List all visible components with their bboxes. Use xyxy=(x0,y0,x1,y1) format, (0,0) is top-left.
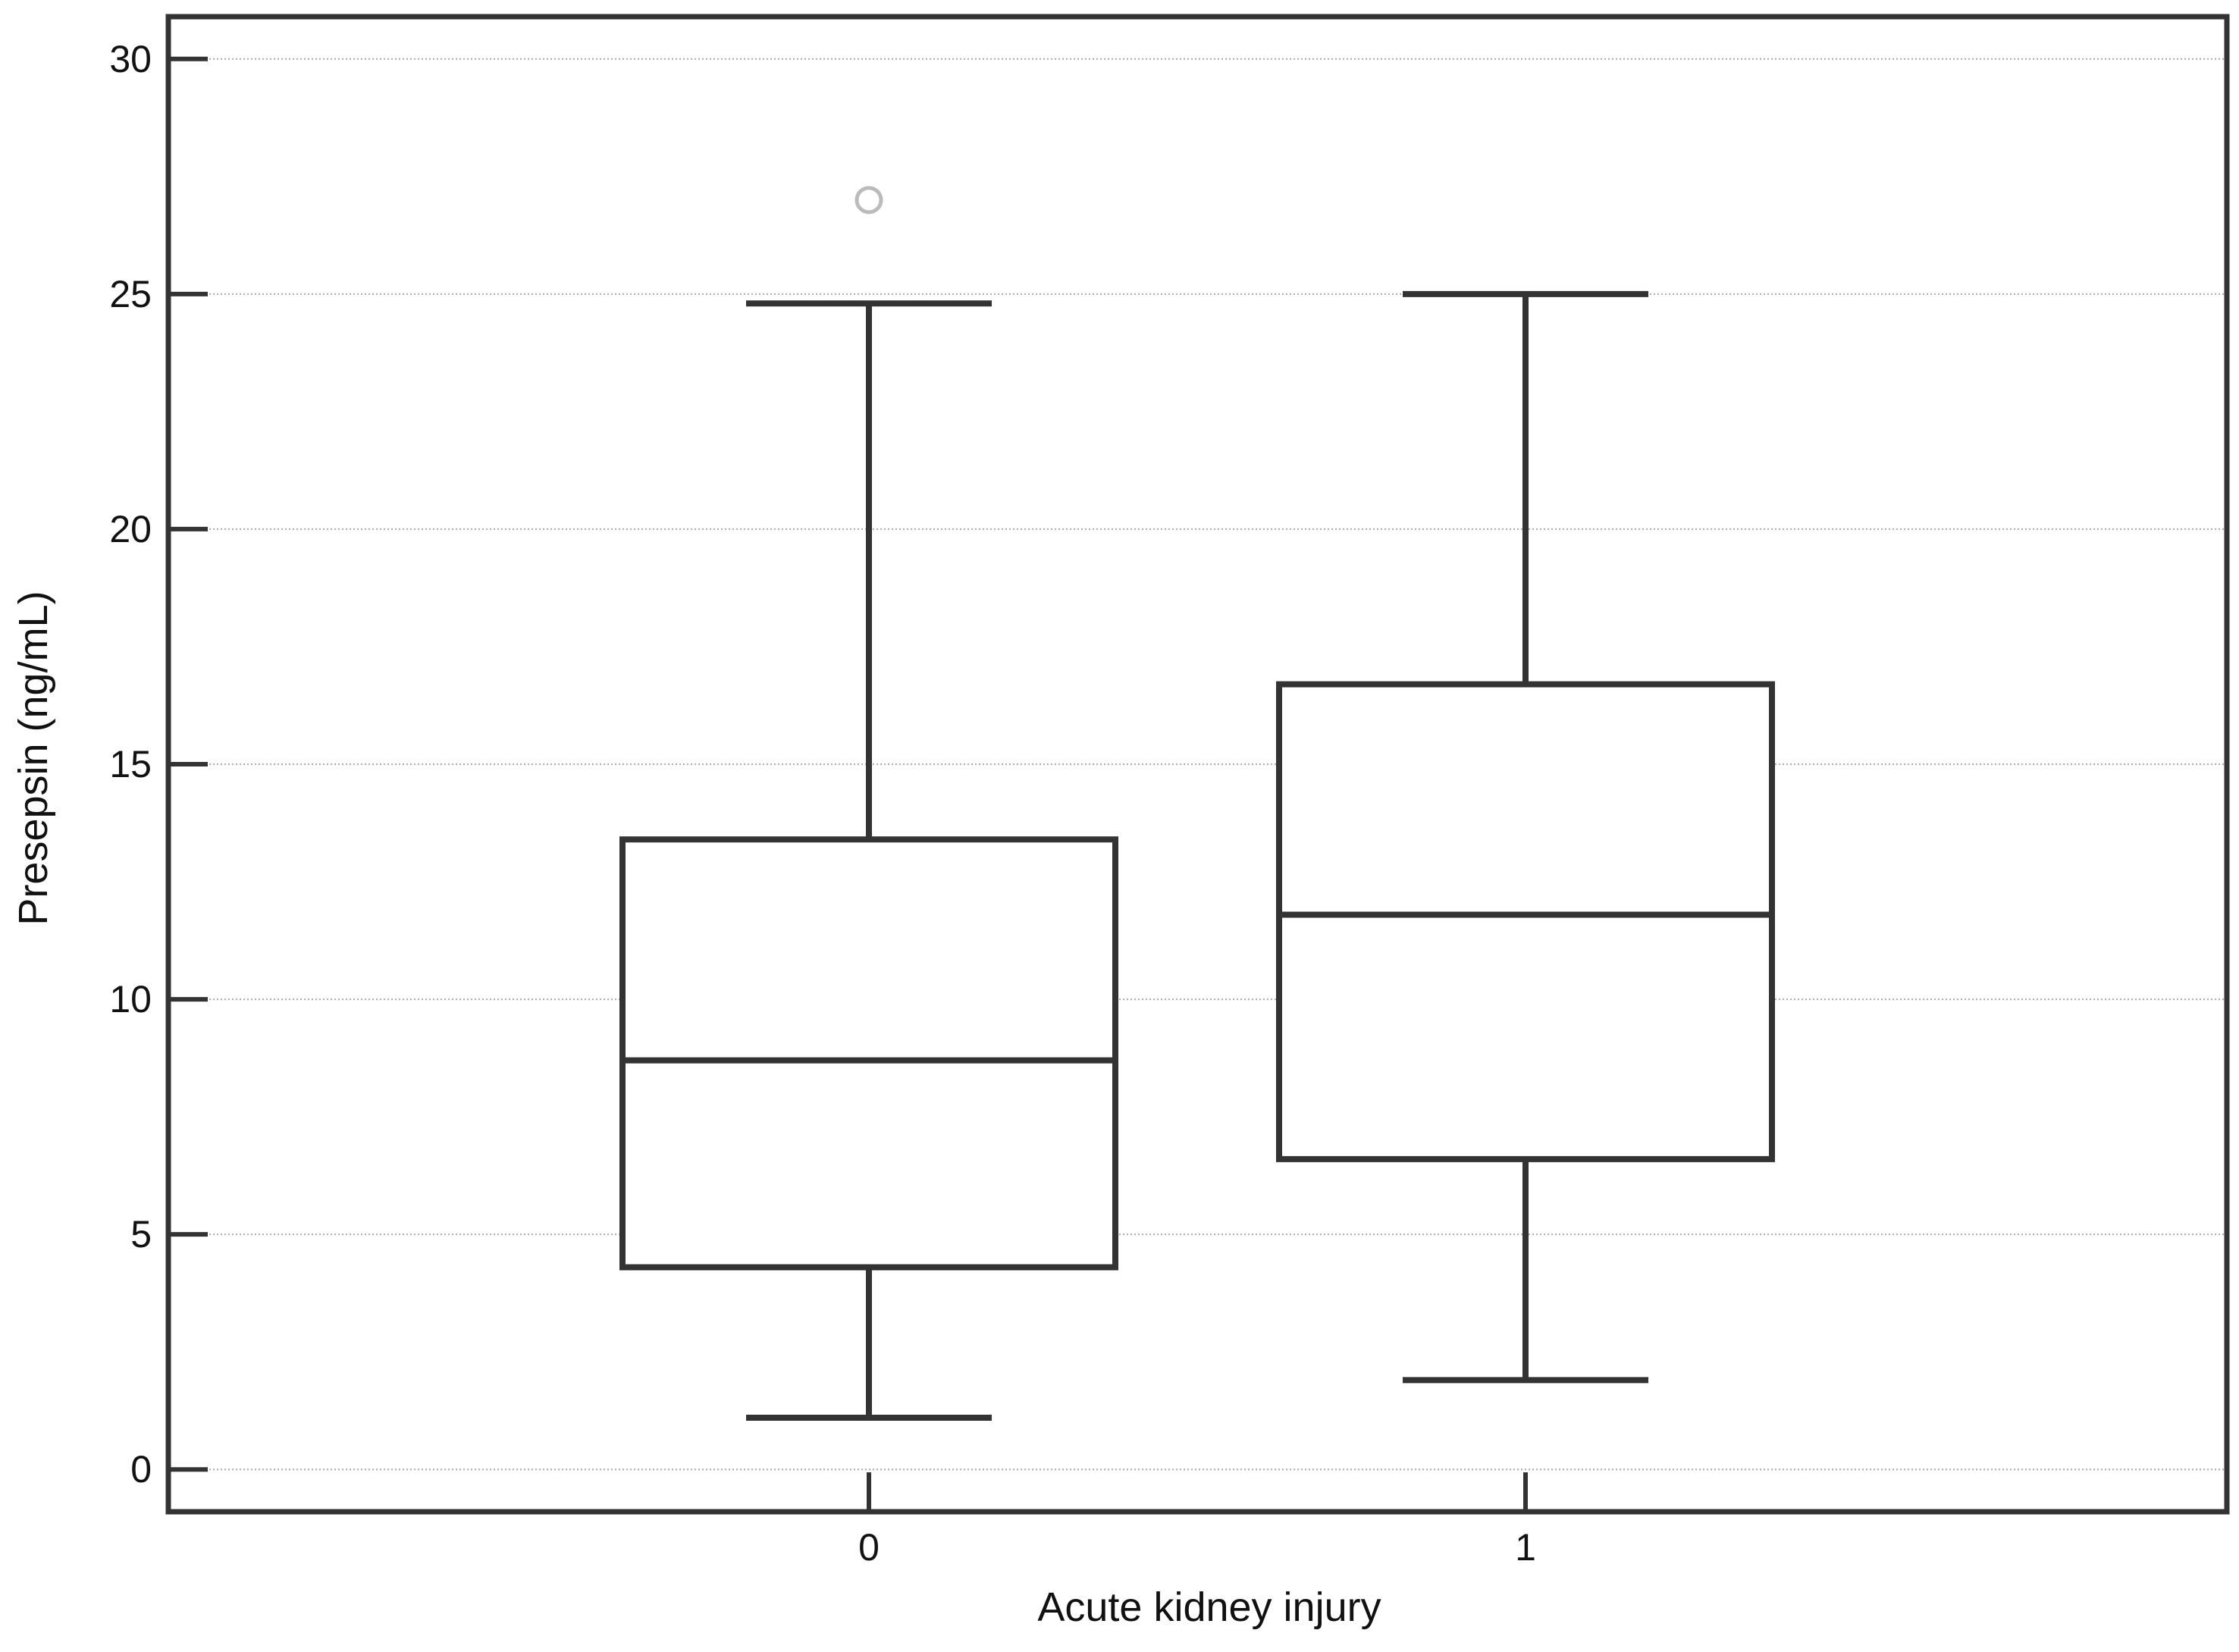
y-tick-label: 10 xyxy=(109,978,152,1020)
y-tick-label: 30 xyxy=(109,38,152,80)
x-tick-label: 1 xyxy=(1515,1526,1536,1569)
iqr-box xyxy=(1276,681,1775,1162)
tick-layer: 0 5 10 15 20 25 30 0 1 xyxy=(109,38,1536,1569)
y-tick-label: 0 xyxy=(130,1448,152,1491)
iqr-box xyxy=(619,836,1118,1271)
y-tick-label: 20 xyxy=(109,508,152,550)
y-tick-label: 5 xyxy=(130,1213,152,1255)
plot-frame xyxy=(165,14,2230,1515)
x-axis-title: Acute kidney injury xyxy=(1037,1585,1381,1630)
y-tick-label: 25 xyxy=(109,273,152,315)
x-tick-label: 0 xyxy=(858,1526,880,1569)
grid-layer xyxy=(171,58,2224,1471)
y-tick-label: 15 xyxy=(109,743,152,785)
outlier-point xyxy=(855,186,883,215)
y-axis-title: Presepsin (ng/mL) xyxy=(11,591,56,925)
box-layer xyxy=(619,186,1775,1421)
